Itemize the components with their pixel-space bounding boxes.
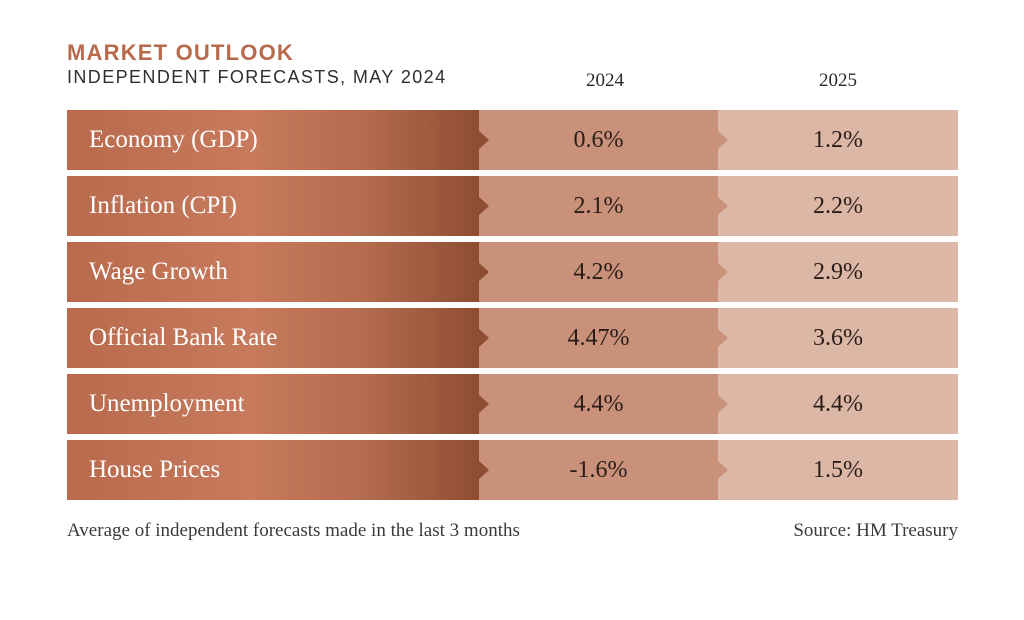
chart-title: MARKET OUTLOOK xyxy=(67,40,295,65)
arrow-notch xyxy=(718,197,728,215)
value-2024-text: 4.2% xyxy=(573,258,624,285)
value-2025: 1.2% xyxy=(718,110,958,170)
value-2024-text: 4.4% xyxy=(573,390,624,417)
table-row-unemployment: Unemployment 4.4% 4.4% xyxy=(67,374,958,434)
table-row-wage-growth: Wage Growth 4.2% 2.9% xyxy=(67,242,958,302)
row-label: Unemployment xyxy=(67,374,479,434)
arrow-notch xyxy=(718,263,728,281)
value-2025: 3.6% xyxy=(718,308,958,368)
value-2025-text: 4.4% xyxy=(813,390,863,417)
value-2024-text: 2.1% xyxy=(573,192,624,219)
row-label: Official Bank Rate xyxy=(67,308,479,368)
value-2024: 4.4% xyxy=(479,374,718,434)
arrow-notch xyxy=(718,131,728,149)
arrow-notch xyxy=(479,461,489,479)
value-2024: -1.6% xyxy=(479,440,718,500)
value-2025-text: 2.2% xyxy=(813,192,863,219)
arrow-notch xyxy=(479,329,489,347)
source-credit: Source: HM Treasury xyxy=(793,520,958,541)
value-2025: 2.9% xyxy=(718,242,958,302)
arrow-notch xyxy=(479,131,489,149)
value-2025-text: 2.9% xyxy=(813,258,863,285)
column-header-2025: 2025 xyxy=(819,70,857,91)
forecast-table: Economy (GDP) 0.6% 1.2% Inflation (CPI) … xyxy=(67,110,958,500)
value-2024: 4.47% xyxy=(479,308,718,368)
row-label: House Prices xyxy=(67,440,479,500)
value-2025: 1.5% xyxy=(718,440,958,500)
value-2024: 2.1% xyxy=(479,176,718,236)
column-header-2024: 2024 xyxy=(586,70,624,91)
value-2025-text: 3.6% xyxy=(813,324,863,351)
value-2025: 4.4% xyxy=(718,374,958,434)
arrow-notch xyxy=(718,329,728,347)
table-row-bank-rate: Official Bank Rate 4.47% 3.6% xyxy=(67,308,958,368)
arrow-notch xyxy=(718,395,728,413)
value-2024-text: 0.6% xyxy=(573,126,624,153)
value-2025-text: 1.2% xyxy=(813,126,863,153)
value-2024: 4.2% xyxy=(479,242,718,302)
row-label: Wage Growth xyxy=(67,242,479,302)
row-label: Inflation (CPI) xyxy=(67,176,479,236)
chart-subtitle: INDEPENDENT FORECASTS, MAY 2024 xyxy=(67,67,447,87)
table-row-house-prices: House Prices -1.6% 1.5% xyxy=(67,440,958,500)
arrow-notch xyxy=(718,461,728,479)
value-2025-text: 1.5% xyxy=(813,456,863,483)
table-row-economy: Economy (GDP) 0.6% 1.2% xyxy=(67,110,958,170)
footnote: Average of independent forecasts made in… xyxy=(67,520,520,541)
arrow-notch xyxy=(479,197,489,215)
row-label: Economy (GDP) xyxy=(67,110,479,170)
value-2024-text: 4.47% xyxy=(567,324,630,351)
value-2024: 0.6% xyxy=(479,110,718,170)
value-2024-text: -1.6% xyxy=(569,456,628,483)
arrow-notch xyxy=(479,395,489,413)
value-2025: 2.2% xyxy=(718,176,958,236)
table-row-inflation: Inflation (CPI) 2.1% 2.2% xyxy=(67,176,958,236)
arrow-notch xyxy=(479,263,489,281)
